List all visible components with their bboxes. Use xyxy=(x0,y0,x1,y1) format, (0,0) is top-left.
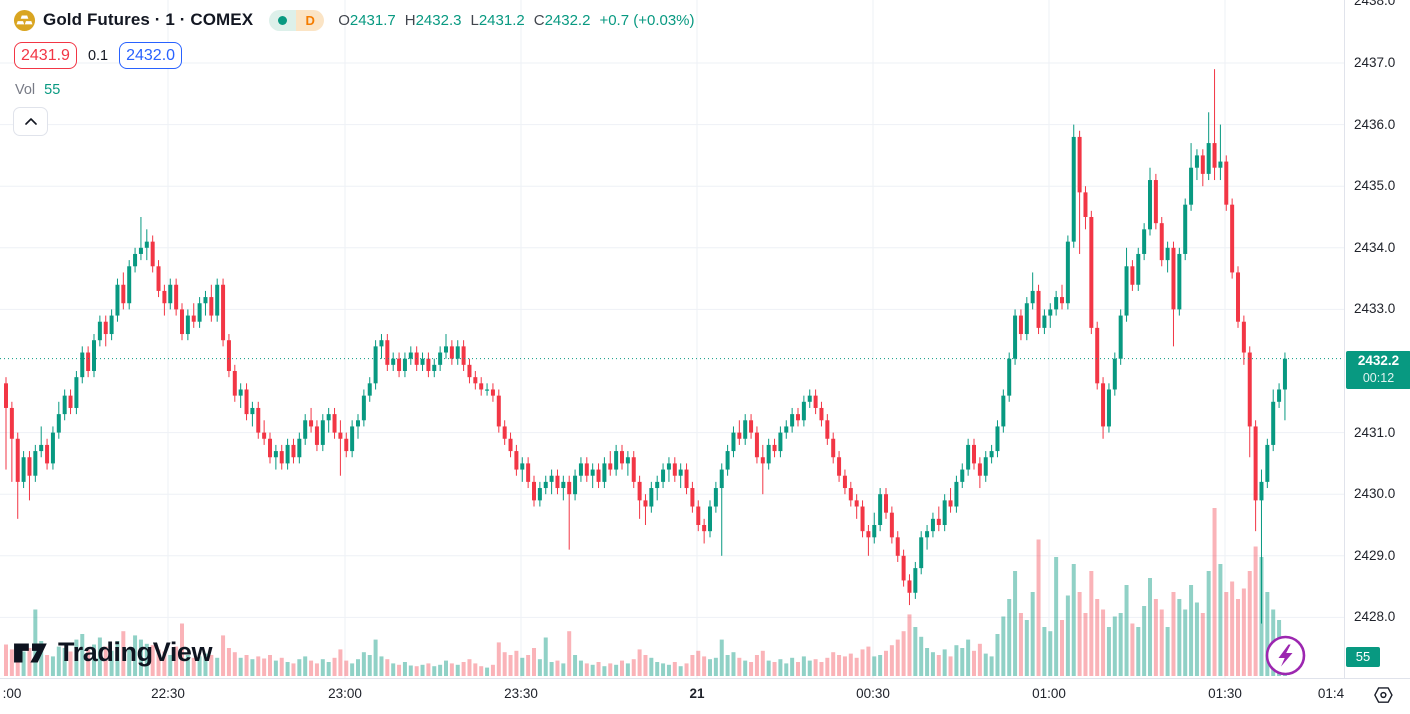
time-axis-label: 01:30 xyxy=(1208,686,1242,701)
buy-button[interactable]: 2432.0 xyxy=(119,42,183,69)
time-axis-label: :00 xyxy=(2,686,22,701)
scale-settings-button[interactable] xyxy=(1370,683,1398,708)
price-axis-label: 2434.0 xyxy=(1354,239,1396,255)
time-axis-label: 01:4 xyxy=(1317,686,1345,701)
tradingview-logo-link[interactable]: TradingView xyxy=(13,637,213,668)
spread-value: 0.1 xyxy=(87,47,109,64)
price-axis[interactable]: 2432.2 00:12 55 2438.0 2437.0 2436.0 2435.0… xyxy=(1344,0,1410,678)
price-axis-label: 2436.0 xyxy=(1354,116,1396,132)
instant-trading-button[interactable] xyxy=(1263,633,1308,678)
lightning-icon xyxy=(1265,635,1306,676)
time-axis-label: 21 xyxy=(689,686,705,701)
price-change: +0.7 (+0.03%) xyxy=(599,11,695,29)
ohlc-high-label: H xyxy=(404,11,416,29)
ohlc-low-label: L xyxy=(470,11,479,29)
last-price-badge: 2432.2 00:12 xyxy=(1346,351,1410,389)
price-axis-label: 2435.0 xyxy=(1354,178,1396,194)
interval-dot-segment xyxy=(269,9,297,31)
time-axis-label: 01:00 xyxy=(1032,686,1066,701)
hexagon-eye-icon xyxy=(1374,686,1393,703)
tradingview-logo-icon xyxy=(14,643,47,662)
ohlc-high-value: 2432.3 xyxy=(415,11,462,29)
chevron-up-icon xyxy=(24,118,37,125)
ohlc-close-value: 2432.2 xyxy=(544,11,591,29)
gold-symbol-icon xyxy=(13,9,36,31)
symbol-legend: Gold Futures · 1 · COMEX D O2431.7 H2432… xyxy=(13,8,695,32)
trade-panel: 2431.9 0.1 2432.0 xyxy=(14,42,183,69)
ohlc-open-label: O xyxy=(338,11,350,29)
time-axis-label: 23:30 xyxy=(504,686,538,701)
tradingview-logo-text: TradingView xyxy=(58,637,213,667)
price-axis-label: 2430.0 xyxy=(1354,486,1396,502)
ohlc-low-value: 2431.2 xyxy=(478,11,525,29)
last-price-value: 2432.2 xyxy=(1357,353,1400,368)
interval-d-segment: D xyxy=(296,9,325,31)
bar-countdown: 00:12 xyxy=(1362,371,1395,385)
price-axis-label: 2433.0 xyxy=(1354,301,1396,317)
time-axis[interactable]: :00 22:30 23:00 23:30 21 00:30 01:00 01:30 01:4 xyxy=(0,678,1410,714)
price-axis-label: 2429.0 xyxy=(1354,547,1396,563)
sell-button[interactable]: 2431.9 xyxy=(14,42,77,69)
collapse-legend-button[interactable] xyxy=(13,107,48,136)
candlestick-chart[interactable] xyxy=(0,0,1344,678)
ohlc-open-value: 2431.7 xyxy=(349,11,396,29)
ohlc-values: O2431.7 H2432.3 L2431.2 C2432.2 +0.7 (+0… xyxy=(338,12,694,29)
time-axis-label: 22:30 xyxy=(151,686,185,701)
price-axis-label: 2431.0 xyxy=(1354,424,1396,440)
price-axis-label: 2437.0 xyxy=(1354,55,1396,70)
session-dot-icon xyxy=(278,15,288,25)
time-axis-label: 23:00 xyxy=(328,686,362,701)
volume-badge: 55 xyxy=(1346,647,1380,667)
interval-toggle[interactable]: D xyxy=(269,9,325,31)
ohlc-close-label: C xyxy=(533,11,545,29)
time-axis-label: 00:30 xyxy=(856,686,890,701)
price-axis-label: 2438.0 xyxy=(1354,0,1396,9)
volume-indicator-legend[interactable]: Vol 55 xyxy=(15,82,60,98)
volume-label: Vol xyxy=(15,82,36,98)
symbol-title[interactable]: Gold Futures · 1 · COMEX xyxy=(43,10,254,29)
price-axis-label: 2428.0 xyxy=(1354,609,1396,625)
volume-value: 55 xyxy=(44,82,61,98)
